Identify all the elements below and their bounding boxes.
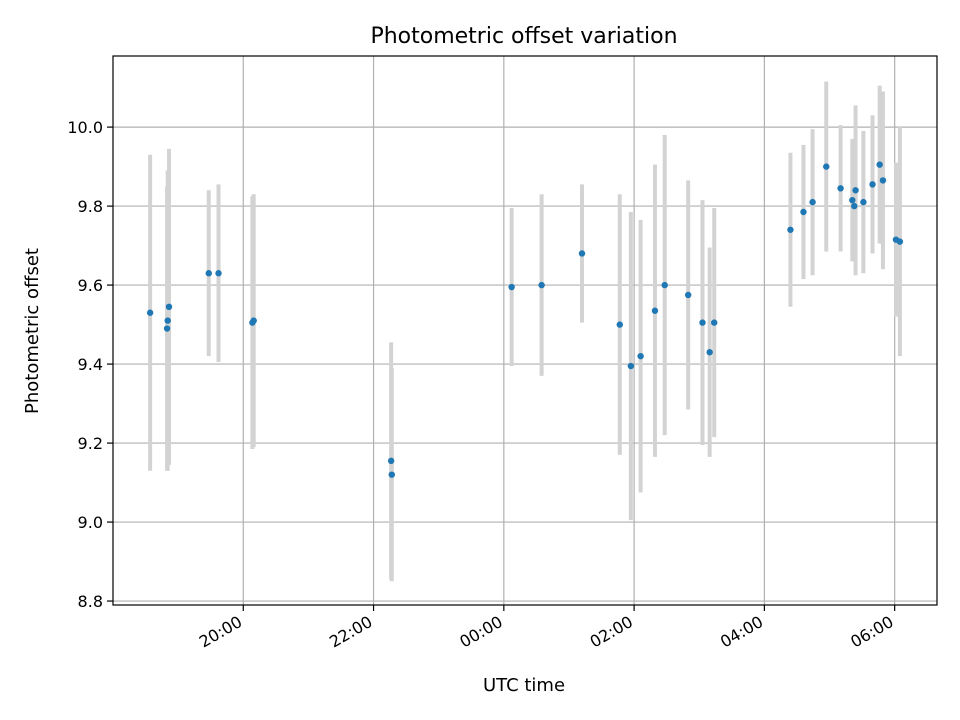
y-tick-label: 9.8	[78, 197, 103, 216]
chart-title: Photometric offset variation	[370, 24, 677, 49]
data-point	[860, 198, 867, 206]
data-point	[146, 309, 154, 316]
data-point	[387, 457, 395, 465]
data-point	[164, 317, 171, 324]
data-point	[787, 226, 794, 233]
data-point	[165, 303, 173, 311]
grid-lines	[113, 56, 937, 605]
data-point	[205, 270, 212, 277]
data-points	[146, 161, 904, 478]
data-point	[616, 321, 623, 328]
data-point	[711, 319, 718, 326]
data-point	[851, 202, 858, 210]
y-tick-label: 9.0	[78, 513, 103, 532]
y-tick-label: 9.2	[78, 434, 103, 453]
y-axis-ticks: 8.8 9.0 9.2 9.4 9.6 9.8 10.0	[67, 118, 113, 611]
data-point	[823, 163, 830, 170]
data-point	[869, 181, 876, 188]
y-tick-label: 10.0	[67, 118, 103, 137]
y-tick-label: 8.8	[78, 592, 103, 611]
data-point	[879, 177, 887, 184]
y-tick-label: 9.4	[78, 355, 103, 374]
data-point	[837, 185, 844, 192]
data-point	[684, 291, 692, 299]
data-point	[800, 208, 807, 216]
data-point	[538, 281, 545, 289]
data-point	[651, 307, 659, 314]
y-axis-label: Photometric offset	[22, 248, 43, 414]
data-point	[388, 471, 395, 478]
data-point	[849, 196, 856, 204]
plot-frame	[112, 55, 938, 606]
data-point	[706, 349, 713, 356]
data-point	[627, 362, 635, 370]
data-point	[699, 319, 706, 326]
data-point	[637, 352, 644, 360]
data-point	[852, 187, 859, 194]
x-axis-label: UTC time	[483, 675, 565, 696]
data-point	[809, 198, 816, 206]
data-point	[250, 317, 257, 324]
data-point	[661, 281, 668, 289]
data-point	[163, 325, 171, 332]
data-point	[578, 250, 586, 257]
data-point	[215, 270, 222, 277]
data-point	[896, 238, 904, 245]
data-point	[876, 161, 883, 168]
data-point	[508, 283, 515, 291]
y-tick-label: 9.6	[78, 276, 103, 295]
